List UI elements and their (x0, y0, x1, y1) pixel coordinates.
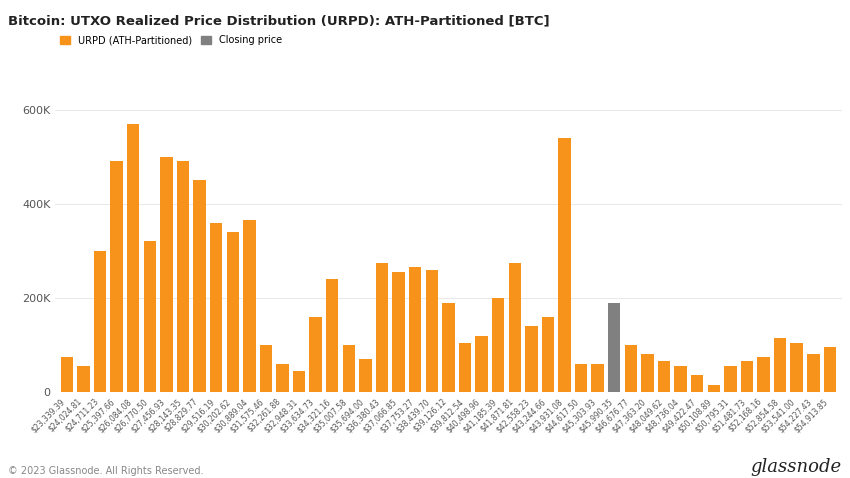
Bar (94, 251, 106, 392)
Bar (110, 162, 123, 392)
Bar (475, 336, 488, 392)
Bar (658, 361, 671, 392)
Bar (740, 361, 753, 392)
Bar (426, 270, 438, 392)
Bar (442, 303, 455, 392)
Bar (309, 317, 322, 392)
Bar (525, 326, 537, 392)
Legend: URPD (ATH-Partitioned), Closing price: URPD (ATH-Partitioned), Closing price (60, 35, 282, 45)
Bar (193, 180, 206, 392)
Bar (824, 348, 836, 392)
Bar (343, 345, 355, 392)
Bar (707, 385, 720, 392)
Bar (260, 345, 272, 392)
Bar (177, 162, 190, 392)
Bar (724, 366, 737, 392)
Bar (575, 364, 587, 392)
Bar (608, 303, 620, 392)
Bar (641, 354, 654, 392)
Bar (774, 338, 786, 392)
Bar (393, 272, 405, 392)
Bar (243, 220, 256, 392)
Text: glassnode: glassnode (751, 457, 842, 476)
Bar (409, 267, 422, 392)
Bar (492, 298, 504, 392)
Bar (541, 317, 554, 392)
Bar (210, 223, 223, 392)
Bar (293, 371, 305, 392)
Bar (376, 262, 388, 392)
Text: © 2023 Glassnode. All Rights Reserved.: © 2023 Glassnode. All Rights Reserved. (8, 466, 204, 476)
Bar (160, 157, 173, 392)
Bar (625, 345, 637, 392)
Bar (790, 343, 803, 392)
Bar (592, 364, 603, 392)
Bar (60, 357, 73, 392)
Bar (691, 376, 704, 392)
Bar (674, 366, 687, 392)
Bar (144, 241, 156, 392)
Bar (558, 138, 570, 392)
Bar (226, 232, 239, 392)
Bar (459, 343, 471, 392)
Bar (808, 354, 819, 392)
Bar (360, 359, 371, 392)
Bar (326, 279, 338, 392)
Text: Bitcoin: UTXO Realized Price Distribution (URPD): ATH-Partitioned [BTC]: Bitcoin: UTXO Realized Price Distributio… (8, 14, 550, 27)
Bar (757, 357, 770, 392)
Bar (127, 124, 139, 392)
Bar (77, 366, 89, 392)
Bar (276, 364, 289, 392)
Bar (508, 262, 521, 392)
